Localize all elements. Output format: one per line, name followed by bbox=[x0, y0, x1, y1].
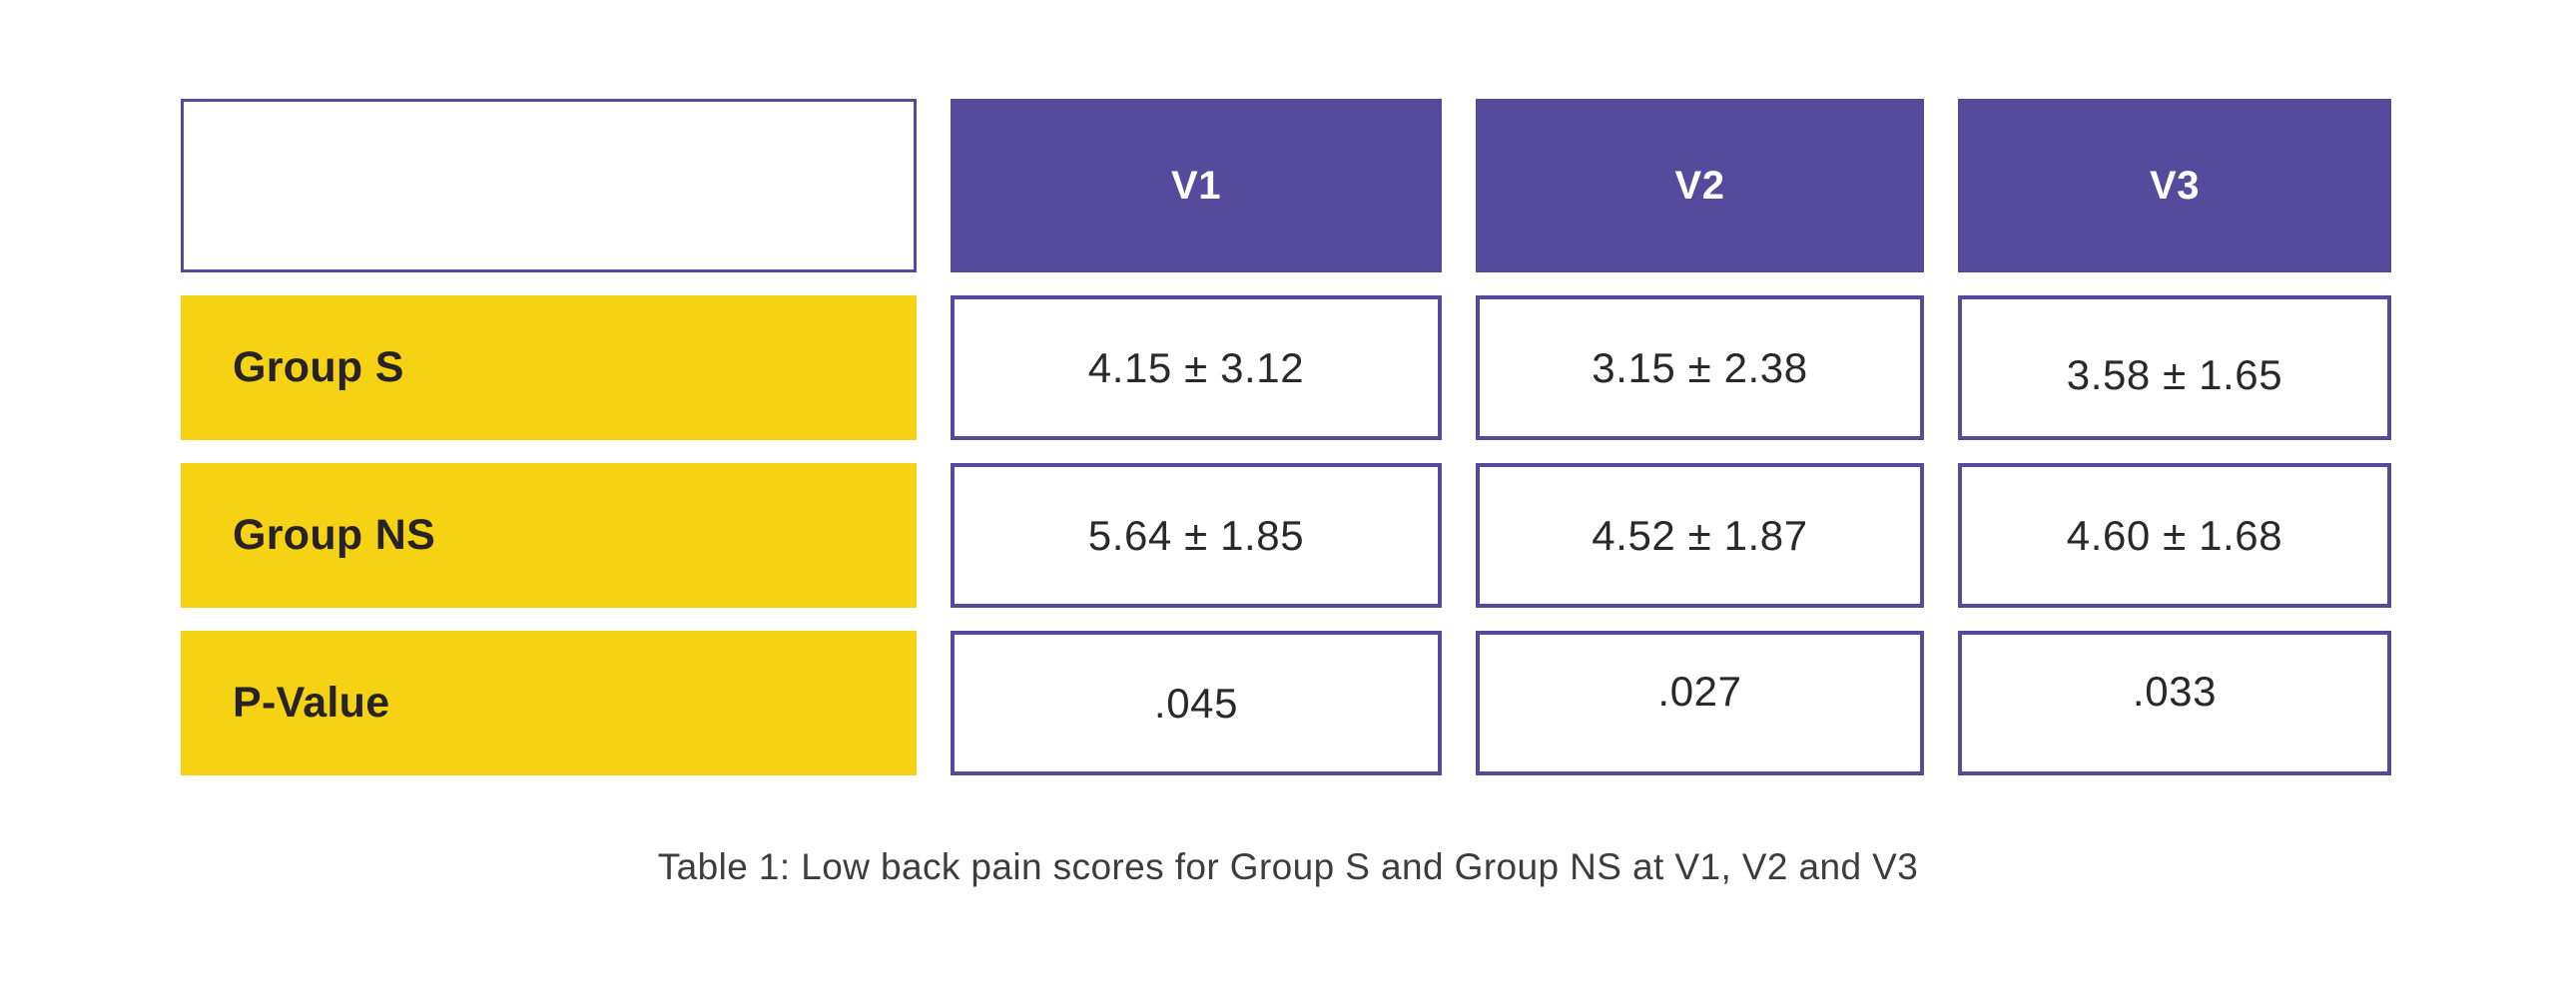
row-label-p-value: P-Value bbox=[181, 631, 917, 775]
value-cell-p-value-v2: .027 bbox=[1476, 631, 1924, 775]
value-cell-group-ns-v3: 4.60 ± 1.68 bbox=[1958, 463, 2391, 608]
header-empty-cell bbox=[181, 99, 917, 272]
column-header-v3: V3 bbox=[1958, 99, 2391, 272]
row-label-group-ns: Group NS bbox=[181, 463, 917, 608]
value-cell-group-s-v3: 3.58 ± 1.65 bbox=[1958, 295, 2391, 440]
value-text: 5.64 ± 1.85 bbox=[1087, 511, 1305, 559]
value-text: .045 bbox=[1153, 679, 1239, 727]
value-text: 4.52 ± 1.87 bbox=[1592, 511, 1808, 559]
results-table: V1 V2 V3 Group S 4.15 ± 3.12 3.15 ± 2.38… bbox=[181, 99, 2391, 775]
column-header-v1: V1 bbox=[951, 99, 1442, 272]
value-text: 3.58 ± 1.65 bbox=[2066, 350, 2283, 398]
value-text: 3.15 ± 2.38 bbox=[1592, 343, 1808, 391]
value-text: 4.15 ± 3.12 bbox=[1087, 343, 1305, 391]
value-text: .027 bbox=[1657, 667, 1742, 715]
column-header-v2: V2 bbox=[1476, 99, 1924, 272]
value-cell-p-value-v3: .033 bbox=[1958, 631, 2391, 775]
table-caption: Table 1: Low back pain scores for Group … bbox=[657, 846, 1919, 887]
value-cell-group-ns-v2: 4.52 ± 1.87 bbox=[1476, 463, 1924, 608]
value-cell-group-s-v2: 3.15 ± 2.38 bbox=[1476, 295, 1924, 440]
value-cell-p-value-v1: .045 bbox=[951, 631, 1442, 775]
value-cell-group-s-v1: 4.15 ± 3.12 bbox=[951, 295, 1442, 440]
value-cell-group-ns-v1: 5.64 ± 1.85 bbox=[951, 463, 1442, 608]
value-text: .033 bbox=[2132, 667, 2218, 715]
value-text: 4.60 ± 1.68 bbox=[2066, 511, 2283, 559]
row-label-group-s: Group S bbox=[181, 295, 917, 440]
